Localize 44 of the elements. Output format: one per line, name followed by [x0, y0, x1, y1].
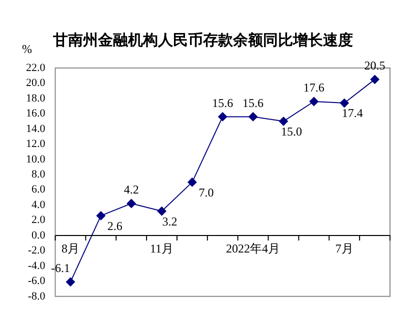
y-tick-label: 6.0: [32, 184, 46, 196]
y-tick-label: 8.0: [32, 168, 46, 180]
point: [248, 112, 258, 122]
point: [96, 211, 106, 220]
data-label: 17.4: [342, 106, 363, 120]
x-tick-label: 7月: [335, 242, 354, 256]
y-tick-label: 10.0: [26, 153, 46, 166]
data-label: 15.0: [280, 124, 302, 138]
y-axis-title: %: [22, 42, 32, 56]
y-tick-label: 22.0: [26, 62, 46, 74]
y-tick-label: -2.0: [28, 244, 46, 257]
point: [126, 199, 136, 208]
x-tick-label: 11月: [150, 242, 174, 256]
y-tick-label: -4.0: [28, 260, 46, 272]
data-label: 2.6: [107, 218, 122, 233]
y-tick-label: 0.0: [32, 229, 46, 242]
y-tick-label: 18.0: [26, 92, 46, 104]
data-label: 7.0: [198, 185, 214, 200]
y-tick-label: 16.0: [26, 108, 46, 120]
point: [340, 98, 349, 108]
y-tick-label: 20.0: [26, 77, 46, 90]
point: [309, 97, 318, 106]
point: [157, 206, 166, 216]
y-tick-label: 12.0: [26, 138, 46, 150]
chart-title: 甘南州金融机构人民币存款余额同比增长速度: [52, 30, 353, 49]
data-label: 20.5: [364, 58, 386, 73]
y-tick-label: -8.0: [28, 290, 46, 302]
point: [278, 116, 288, 126]
data-label: 15.6: [212, 96, 234, 110]
point: [370, 74, 380, 84]
y-tick-label: 2.0: [32, 214, 46, 226]
point: [66, 277, 75, 286]
x-tick-label: 8月: [61, 242, 80, 256]
point: [218, 112, 228, 122]
y-tick-label: 14.0: [26, 122, 46, 135]
data-label: 15.6: [242, 96, 264, 110]
data-label: -6.1: [50, 261, 70, 276]
data-label: 17.6: [303, 80, 324, 95]
data-label: 3.2: [162, 214, 178, 228]
y-tick-label: 4.0: [32, 198, 46, 211]
x-tick-label: 2022年4月: [226, 242, 280, 256]
data-label: 4.2: [124, 182, 139, 197]
y-tick-label: -6.0: [28, 275, 46, 288]
point: [188, 178, 197, 187]
